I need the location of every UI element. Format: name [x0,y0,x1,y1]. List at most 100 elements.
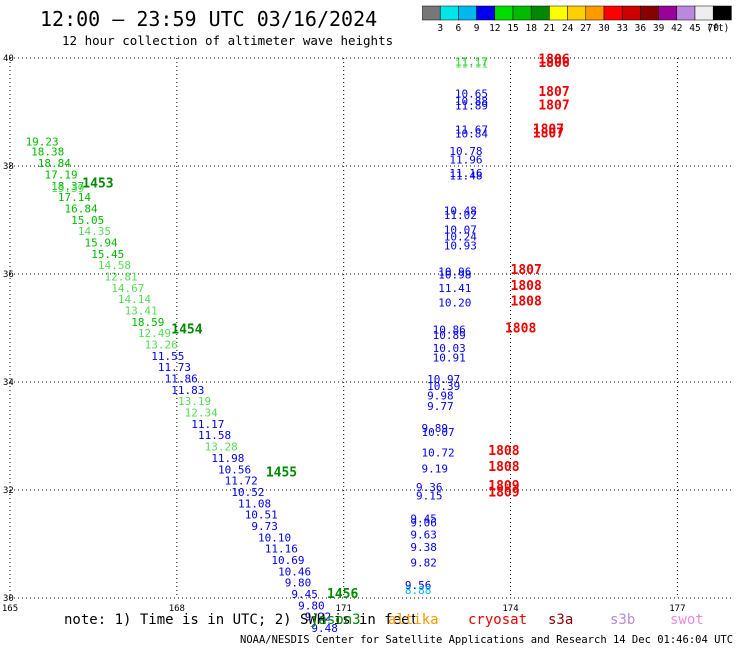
wave-height-point: 9.63 [410,529,437,542]
color-scale-tick: 36 [635,23,647,34]
pass-time-label: 1806 [538,56,569,71]
wave-height-point: 10.91 [433,351,466,364]
color-scale-tick: 15 [507,23,518,34]
wave-height-point: 10.98 [438,268,471,281]
color-scale-tick: 39 [653,23,665,34]
y-tick-label: 34 [3,378,14,388]
wave-height-point: 11.48 [449,170,482,183]
wave-height-point: 14.14 [118,293,151,306]
color-scale-tick: 42 [671,23,682,34]
wave-height-point: 11.83 [171,384,204,397]
chart-subtitle: 12 hour collection of altimeter wave hei… [62,33,394,48]
wave-height-point: 17.14 [58,191,91,204]
wave-height-point: 11.86 [165,373,198,386]
wave-height-point: 12.49 [138,327,171,340]
wave-height-point: 18.84 [38,157,71,170]
color-scale-tick: 9 [474,23,480,34]
pass-time-label: 1454 [171,322,202,337]
y-tick-label: 40 [3,54,14,64]
wave-height-point: 11.73 [158,361,191,374]
y-tick-label: 32 [3,486,14,496]
pass-time-label: 1453 [82,177,113,192]
satellite-label: altika [388,612,439,628]
wave-height-point: 10.07 [444,224,477,237]
satellite-label: cryosat [468,612,528,628]
wave-height-point: 10.88 [455,95,488,108]
wave-height-point: 10.10 [258,531,291,544]
pass-time-label: 1808 [488,444,519,459]
pass-time-label: 1806 [538,52,569,67]
wave-height-point: 12.34 [185,407,218,420]
wave-height-point: 11.55 [151,350,184,363]
wave-height-point: 11.17 [191,418,224,431]
wave-height-point: 13.26 [145,339,178,352]
pass-time-label: 1808 [511,279,542,294]
color-scale-units: (ft) [707,23,730,34]
satellite-label: jason3 [310,612,361,628]
wave-height-point: 15.05 [71,214,104,227]
wave-height-point: 9.98 [427,389,454,402]
color-scale-tick: 12 [489,23,500,34]
pass-time-label: 1807 [538,98,569,113]
wave-height-point: 11.02 [444,209,477,222]
wave-height-point: 10.07 [422,426,455,439]
wave-height-point: 10.03 [433,342,466,355]
pass-time-label: 1455 [266,466,297,481]
wave-height-point: 9.22 [305,611,332,624]
wave-height-point: 15.45 [91,248,124,261]
wave-height-point: 9.80 [285,577,312,590]
y-tick-label: 36 [3,270,14,280]
wave-height-point: 17.19 [44,168,77,181]
wave-height-point: 11.89 [455,99,488,112]
pass-time-label: 1456 [327,587,358,602]
wave-height-point: 10.86 [433,323,466,336]
satellite-label: swot [670,612,704,628]
color-scale-tick: 33 [616,23,627,34]
wave-height-point: 14.67 [111,282,144,295]
wave-height-point: 9.73 [251,520,278,533]
x-tick-label: 177 [669,604,685,614]
wave-height-point: 10.89 [433,329,466,342]
wave-height-point: 14.35 [78,225,111,238]
wave-height-point: 10.51 [245,509,278,522]
footnote: note: 1) Time is in UTC; 2) SWH is in fe… [64,612,419,628]
wave-height-point: 9.45 [410,512,437,525]
wave-height-point: 13.19 [178,395,211,408]
pass-time-label: 1809 [488,479,519,494]
wave-height-point: 10.65 [455,87,488,100]
wave-height-point: 18.38 [31,146,64,159]
x-tick-label: 171 [336,604,352,614]
wave-height-point: 9.89 [422,422,449,435]
wave-height-point: 11.16 [449,167,482,180]
wave-height-point: 9.77 [427,400,454,413]
wave-height-point: 11.67 [455,124,488,137]
wave-height-point: 9.36 [416,481,443,494]
wave-height-point: 9.80 [298,599,325,612]
wave-height-point: 12.81 [105,270,138,283]
wave-height-point: 10.20 [438,296,471,309]
wave-height-point: 10.24 [444,231,477,244]
wave-height-point: 11.08 [238,497,271,510]
wave-height-point: 15.39 [51,182,84,195]
wave-height-point: 9.15 [416,490,443,503]
pass-time-label: 1807 [538,85,569,100]
color-scale-tick: 24 [562,23,574,34]
wave-height-point: 18.59 [131,316,164,329]
wave-height-point: 11.11 [455,58,488,71]
wave-height-point: 9.06 [410,517,437,530]
wave-height-point: 11.17 [455,56,488,69]
wave-height-point: 11.41 [438,282,471,295]
pass-time-label: 1807 [533,126,564,141]
color-scale-tick: 18 [525,23,537,34]
pass-time-label: 1809 [488,485,519,500]
wave-height-point: 9.38 [410,541,437,554]
wave-height-point: 14.58 [98,259,131,272]
color-scale-tick: 27 [580,23,591,34]
wave-height-point: 16.84 [65,202,98,215]
wave-height-point: 10.96 [438,266,471,279]
credit-line: NOAA/NESDIS Center for Satellite Applica… [240,634,740,646]
wave-height-point: 19.23 [26,135,59,148]
wave-height-point: 15.94 [85,236,118,249]
pass-time-label: 1808 [505,321,536,336]
